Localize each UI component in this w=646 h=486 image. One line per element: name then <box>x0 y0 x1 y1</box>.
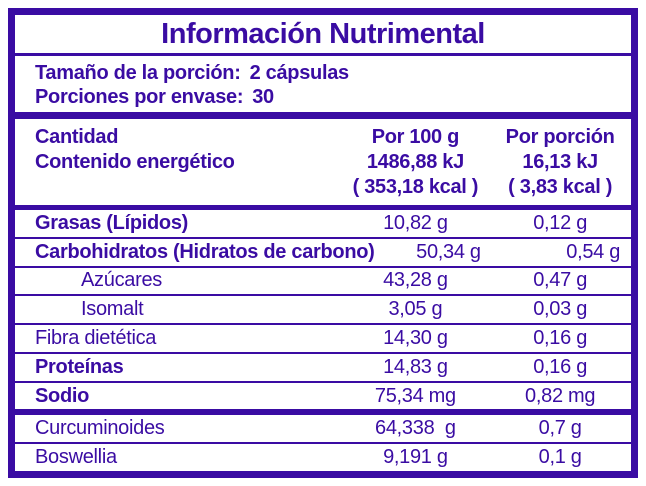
energy-section: Cantidad Por 100 g Por porción Contenido… <box>15 119 631 210</box>
per-100g-value: 10,82 g <box>383 211 448 234</box>
nutrient-label: Fibra dietética <box>35 327 157 350</box>
energy-kcal-row: ( 353,18 kcal ) ( 3,83 kcal ) <box>15 175 631 200</box>
per-portion-column-header: Por porción <box>505 126 615 148</box>
table-row: Carbohidratos (Hidratos de carbono) 50,34… <box>15 239 631 268</box>
per-portion-value: 0,12 g <box>533 211 588 234</box>
per-100g-value: 75,34 mg <box>374 384 456 407</box>
per-100g-value: 14,30 g <box>383 327 448 350</box>
per-100g-value: 14,83 g <box>383 355 448 378</box>
label-title: Información Nutrimental <box>15 15 631 56</box>
nutrient-rows: Grasas (Lípidos) 10,82 g 0,12 g Carbohidrat… <box>15 210 631 471</box>
table-row: Isomalt 3,05 g 0,03 g <box>15 296 631 326</box>
energy-per-100g-kj: 1486,88 kJ <box>366 151 464 173</box>
table-row: Grasas (Lípidos) 10,82 g 0,12 g <box>15 210 631 239</box>
per-portion-value: 0,1 g <box>538 446 582 469</box>
quantity-column-header: Cantidad <box>35 126 119 148</box>
table-row: Proteínas 14,83 g 0,16 g <box>15 354 631 383</box>
table-row: Curcuminoides 64,338 g 0,7 g <box>15 415 631 445</box>
servings-per-container-value: 30 <box>252 86 274 108</box>
table-row: Fibra dietética 14,30 g 0,16 g <box>15 325 631 354</box>
per-100g-value: 43,28 g <box>383 269 448 292</box>
nutrient-label: Grasas (Lípidos) <box>35 211 189 234</box>
nutrient-label: Proteínas <box>35 355 124 378</box>
per-portion-value: 0,16 g <box>533 327 588 350</box>
energy-per-100g-kcal: ( 353,18 kcal ) <box>352 176 479 198</box>
serving-section: Tamaño de la porción: 2 cápsulas Porcione… <box>15 56 631 119</box>
nutrient-label: Isomalt <box>81 298 144 321</box>
energy-per-portion-kj: 16,13 kJ <box>522 151 598 173</box>
per-portion-value: 0,47 g <box>533 269 588 292</box>
per-100g-value: 9,191 g <box>383 446 448 469</box>
per-100g-value: 64,338 g <box>375 417 456 440</box>
serving-size-line: Tamaño de la porción: 2 cápsulas <box>35 61 621 85</box>
per-portion-value: 0,16 g <box>533 355 588 378</box>
energy-header-row: Cantidad Por 100 g Por porción <box>15 125 631 150</box>
nutrient-label: Boswellia <box>35 446 117 469</box>
per-100g-column-header: Por 100 g <box>371 126 460 148</box>
energy-kj-row: Contenido energético 1486,88 kJ 16,13 kJ <box>15 150 631 175</box>
nutrient-label: Carbohidratos (Hidratos de carbono) <box>35 240 375 263</box>
serving-size-label: Tamaño de la porción: <box>35 62 241 84</box>
per-100g-value: 50,34 g <box>416 240 481 263</box>
energy-kcal-spacer <box>15 175 341 200</box>
per-100g-value: 3,05 g <box>388 298 443 321</box>
nutrition-label: Información Nutrimental Tamaño de la por… <box>8 8 638 478</box>
energy-content-label: Contenido energético <box>35 151 235 173</box>
table-row: Sodio 75,34 mg 0,82 mg <box>15 383 631 416</box>
nutrient-label: Sodio <box>35 384 90 407</box>
servings-per-container-label: Porciones por envase: <box>35 86 244 108</box>
per-portion-value: 0,03 g <box>533 298 588 321</box>
nutrient-label: Curcuminoides <box>35 417 165 440</box>
per-portion-value: 0,54 g <box>566 240 621 263</box>
nutrient-label: Azúcares <box>81 269 162 292</box>
energy-per-portion-kcal: ( 3,83 kcal ) <box>508 176 613 198</box>
per-portion-value: 0,82 mg <box>525 384 596 407</box>
serving-size-value: 2 cápsulas <box>249 62 350 84</box>
table-row: Boswellia 9,191 g 0,1 g <box>15 444 631 471</box>
servings-per-container-line: Porciones por envase: 30 <box>35 85 621 109</box>
table-row: Azúcares 43,28 g 0,47 g <box>15 268 631 297</box>
per-portion-value: 0,7 g <box>538 417 582 440</box>
